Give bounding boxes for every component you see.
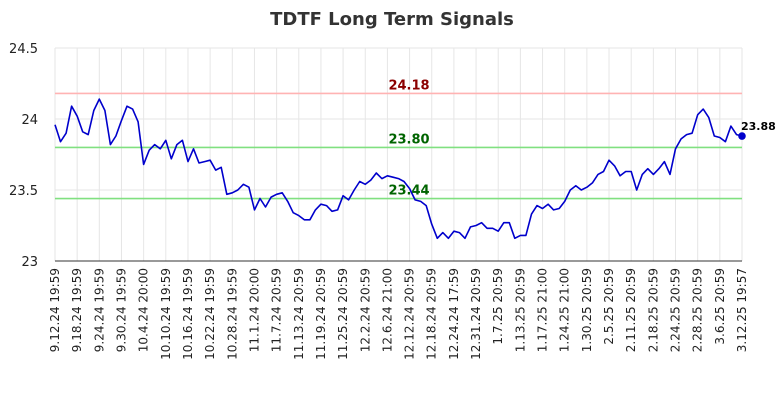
x-tick-label: 11.13.24 20:59	[292, 268, 306, 360]
x-tick-label: 10.4.24 20:00	[137, 268, 151, 352]
x-tick-label: 10.28.24 19:59	[225, 268, 239, 360]
x-tick-label: 12.31.24 20:59	[469, 268, 483, 360]
x-tick-label: 2.5.25 20:59	[602, 268, 616, 345]
last-value-point	[738, 132, 746, 140]
x-tick-label: 9.24.24 19:59	[92, 268, 106, 352]
y-tick-label: 23.5	[9, 184, 38, 199]
x-tick-label: 3.6.25 20:59	[713, 268, 727, 345]
grid	[54, 47, 743, 262]
x-tick-label: 12.2.24 20:59	[358, 268, 372, 352]
x-tick-label: 1.13.25 20:59	[513, 268, 527, 352]
reference-lines	[55, 92, 742, 200]
x-tick-label: 2.24.25 20:59	[669, 268, 683, 352]
x-tick-label: 11.7.24 20:59	[270, 268, 284, 352]
x-tick-label: 9.18.24 19:59	[70, 268, 84, 352]
x-tick-label: 9.30.24 19:59	[114, 268, 128, 352]
x-tick-label: 12.24.24 17:59	[447, 268, 461, 360]
series	[54, 98, 746, 240]
x-tick-label: 12.12.24 20:59	[403, 268, 417, 360]
x-tick-label: 11.19.24 20:59	[314, 268, 328, 360]
reference-line-label: 23.44	[388, 184, 429, 199]
x-tick-label: 1.30.25 20:59	[580, 268, 594, 352]
reference-line-label: 23.80	[388, 132, 429, 147]
x-tick-label: 3.12.25 19:57	[735, 268, 749, 352]
axes: 23 23.5 24 24.5 9.12.24 19:59 9.18.24 19:59 9.…	[9, 42, 749, 360]
x-tick-label: 11.25.24 20:59	[336, 268, 350, 360]
chart-title: TDTF Long Term Signals	[270, 9, 514, 30]
labels: 24.18 23.80 23.44 23.88	[388, 78, 775, 198]
last-value-label: 23.88	[741, 120, 776, 133]
x-tick-label: 9.12.24 19:59	[48, 268, 62, 352]
y-tick-label: 24	[21, 113, 38, 128]
series-line	[54, 98, 743, 240]
x-tick-label: 1.24.25 21:00	[558, 268, 572, 352]
x-tick-label: 10.16.24 19:59	[181, 268, 195, 360]
x-tick-label: 12.6.24 21:00	[380, 268, 394, 352]
x-tick-label: 10.10.24 19:59	[159, 268, 173, 360]
x-tick-label: 12.18.24 20:59	[425, 268, 439, 360]
x-tick-label: 10.22.24 19:59	[203, 268, 217, 360]
x-tick-label: 2.11.25 20:59	[624, 268, 638, 352]
x-tick-label: 11.1.24 20:00	[247, 268, 261, 352]
reference-line-label: 24.18	[388, 78, 429, 93]
x-tick-label: 1.17.25 21:00	[536, 268, 550, 352]
x-tick-label: 1.7.25 20:59	[491, 268, 505, 345]
y-tick-label: 24.5	[9, 42, 38, 57]
y-tick-label: 23	[21, 255, 38, 270]
x-tick-label: 2.18.25 20:59	[646, 268, 660, 352]
x-tick-label: 2.28.25 20:59	[691, 268, 705, 352]
